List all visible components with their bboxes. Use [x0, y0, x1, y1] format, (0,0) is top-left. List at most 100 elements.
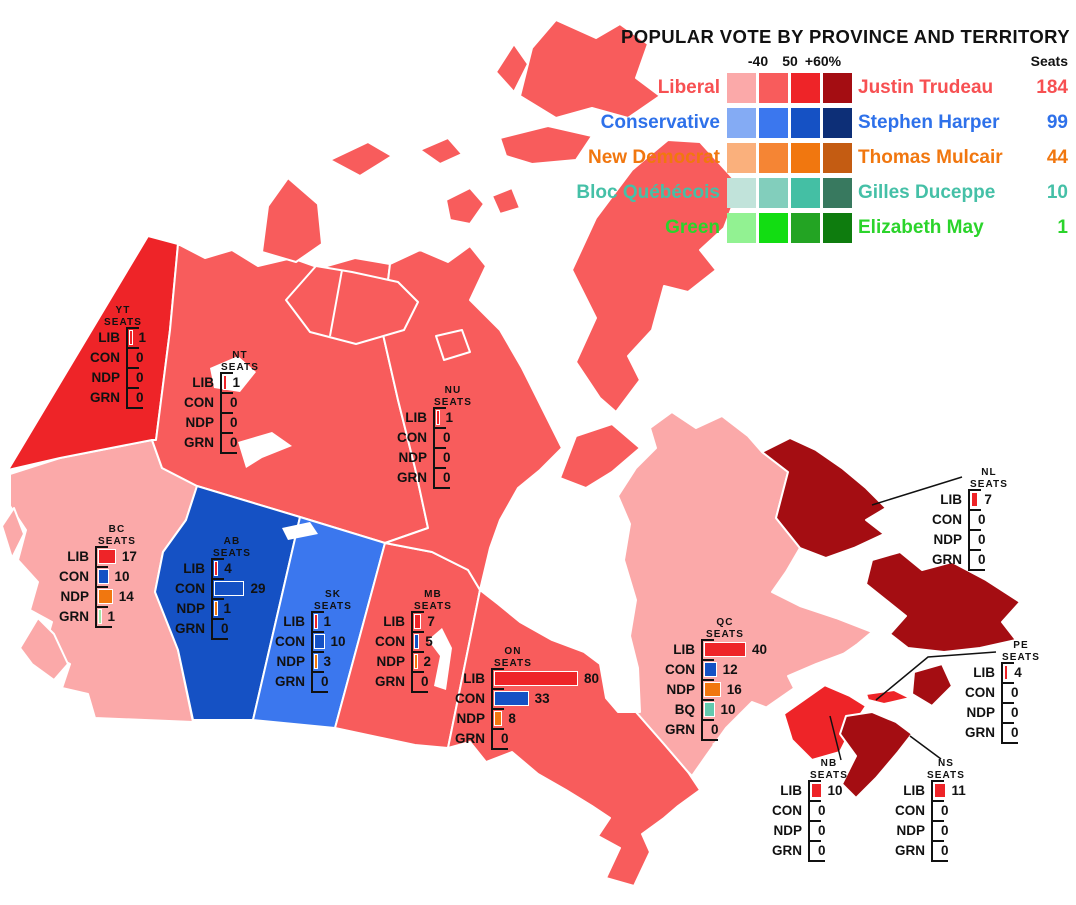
- chart-value-NL-CON: 0: [978, 512, 986, 527]
- map-regions: [1, 19, 1021, 887]
- legend-swatch-CON-3: [791, 108, 820, 138]
- chart-tick: [433, 447, 446, 449]
- chart-header-code-NS: NS: [937, 758, 955, 769]
- legend-row-LIB: Liberal Justin Trudeau 184: [0, 73, 1076, 103]
- legend-swatch-CON-4: [823, 108, 852, 138]
- chart-row-label-MB-LIB: LIB: [383, 614, 405, 629]
- chart-tick: [311, 691, 328, 693]
- chart-bar-MB-LIB: [414, 614, 422, 629]
- chart-row-label-NL-GRN: GRN: [932, 552, 962, 567]
- region-NU-king-william: [435, 329, 471, 361]
- chart-value-AB-LIB: 4: [224, 561, 232, 576]
- region-NU-prince-of-wales: [445, 187, 485, 225]
- chart-value-NT-GRN: 0: [230, 435, 238, 450]
- chart-tick: [968, 529, 981, 531]
- chart-row-label-ON-CON: CON: [455, 691, 485, 706]
- chart-row-label-BC-LIB: LIB: [67, 549, 89, 564]
- region-NU-melville: [329, 141, 393, 177]
- chart-value-YT-LIB: 1: [138, 330, 147, 345]
- legend-row-GRN: Green Elizabeth May 1: [0, 213, 1076, 243]
- legend-swatch-NDP-2: [759, 143, 788, 173]
- chart-value-NU-NDP: 0: [443, 450, 451, 465]
- legend-swatch-LIB-3: [791, 73, 820, 103]
- chart-row-label-MB-CON: CON: [375, 634, 405, 649]
- chart-value-NU-LIB: 1: [445, 410, 454, 425]
- legend-party-name-GRN: Green: [665, 217, 720, 238]
- chart-tick: [211, 618, 224, 620]
- chart-row-label-NL-LIB: LIB: [940, 492, 962, 507]
- chart-value-NS-NDP: 0: [941, 823, 949, 838]
- chart-tick: [311, 611, 324, 613]
- chart-tick: [808, 780, 821, 782]
- chart-header-code-PE: PE: [1013, 640, 1029, 651]
- chart-value-NL-LIB: 7: [984, 492, 992, 507]
- chart-bar-BC-LIB: [98, 549, 116, 564]
- chart-tick: [808, 840, 821, 842]
- chart-tick: [1001, 702, 1014, 704]
- chart-row-label-BC-GRN: GRN: [59, 609, 89, 624]
- chart-row-label-YT-CON: CON: [90, 350, 120, 365]
- legend-seats-GRN: 1: [1057, 217, 1068, 238]
- chart-value-AB-NDP: 1: [223, 601, 232, 616]
- chart-bar-QC-BQ: [704, 702, 715, 717]
- legend-swatch-BQ-1: [727, 178, 756, 208]
- chart-bar-SK-NDP: [314, 654, 318, 669]
- chart-tick: [931, 800, 944, 802]
- chart-row-label-NU-NDP: NDP: [398, 450, 427, 465]
- chart-value-NT-CON: 0: [230, 395, 238, 410]
- region-PE: [865, 689, 911, 705]
- chart-value-ON-CON: 33: [534, 691, 550, 706]
- chart-header-NB: NB SEATS: [769, 758, 889, 781]
- chart-row-label-NT-NDP: NDP: [185, 415, 214, 430]
- chart-tick: [411, 691, 428, 693]
- chart-value-AB-GRN: 0: [221, 621, 229, 636]
- chart-value-NT-NDP: 0: [230, 415, 238, 430]
- chart-value-SK-LIB: 1: [323, 614, 332, 629]
- chart-row-label-AB-CON: CON: [175, 581, 205, 596]
- legend-swatch-GRN-3: [791, 213, 820, 243]
- chart-value-ON-NDP: 8: [508, 711, 516, 726]
- legend-swatch-LIB-1: [727, 73, 756, 103]
- chart-tick: [126, 407, 143, 409]
- chart-tick: [126, 327, 139, 329]
- region-NU-banks-island: [261, 177, 323, 263]
- chart-header-code-NL: NL: [981, 467, 997, 478]
- chart-tick: [126, 347, 139, 349]
- chart-tick: [211, 638, 228, 640]
- legend-seats-LIB: 184: [1036, 77, 1068, 98]
- chart-header-seats-PE: SEATS: [1001, 651, 1041, 663]
- chart-header-AB: AB SEATS: [172, 536, 292, 559]
- chart-value-PE-LIB: 4: [1014, 665, 1022, 680]
- chart-tick: [701, 679, 714, 681]
- legend-party-name-NDP: New Democrat: [588, 147, 720, 168]
- legend-seats-CON: 99: [1046, 112, 1068, 133]
- chart-tick: [220, 392, 233, 394]
- legend-swatch-LIB-4: [823, 73, 852, 103]
- chart-header-seats-NB: SEATS: [809, 769, 849, 781]
- chart-tick: [701, 699, 714, 701]
- region-NU-mainland: [381, 245, 563, 591]
- chart-header-seats-SK: SEATS: [313, 600, 353, 612]
- legend-swatch-GRN-2: [759, 213, 788, 243]
- chart-bar-SK-CON: [314, 634, 325, 649]
- chart-tick: [1001, 682, 1014, 684]
- chart-tick: [491, 728, 504, 730]
- chart-tick: [1001, 662, 1014, 664]
- chart-bar-AB-LIB: [214, 561, 219, 576]
- chart-value-MB-CON: 5: [425, 634, 433, 649]
- chart-tick: [491, 688, 504, 690]
- chart-axis-QC: [701, 639, 703, 741]
- chart-row-label-ON-NDP: NDP: [456, 711, 485, 726]
- legend-swatch-GRN-4: [823, 213, 852, 243]
- chart-tick: [701, 739, 718, 741]
- chart-value-YT-NDP: 0: [136, 370, 144, 385]
- chart-tick: [433, 427, 446, 429]
- lake-winnipeg: [428, 628, 452, 690]
- legend-seats-NDP: 44: [1046, 147, 1068, 168]
- region-QC: [617, 411, 873, 777]
- region-NU-bathurst: [419, 137, 463, 165]
- chart-value-NT-LIB: 1: [232, 375, 241, 390]
- chart-header-MB: MB SEATS: [373, 589, 493, 612]
- chart-bar-NS-LIB: [934, 783, 946, 798]
